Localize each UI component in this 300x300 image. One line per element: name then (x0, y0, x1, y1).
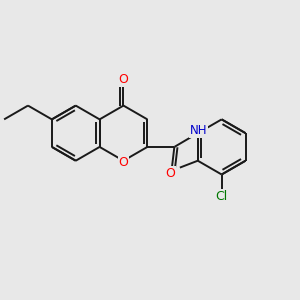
Text: O: O (165, 167, 175, 180)
Text: Cl: Cl (215, 190, 228, 203)
Text: NH: NH (190, 124, 207, 137)
Text: O: O (118, 156, 128, 169)
Text: O: O (118, 74, 128, 86)
